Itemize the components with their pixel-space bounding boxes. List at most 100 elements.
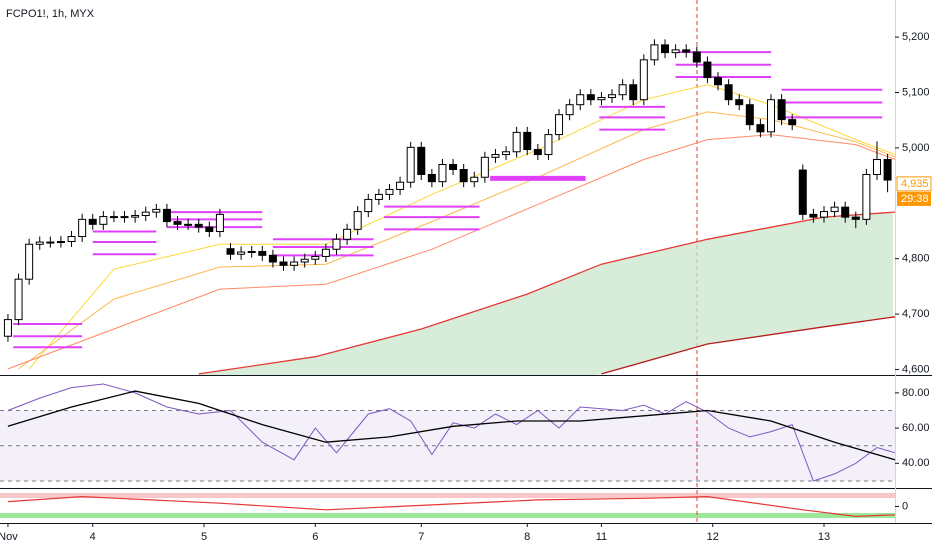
candle-body — [226, 248, 235, 255]
candle-body — [25, 243, 34, 280]
osc-tick-label: 0 — [902, 500, 908, 512]
candle-body — [671, 49, 680, 54]
candle-body — [523, 131, 532, 151]
candle-body — [459, 168, 468, 183]
candle-body — [321, 248, 330, 257]
candle-body — [268, 254, 277, 263]
candle-body — [767, 99, 776, 133]
rsi-line — [7, 383, 896, 482]
candle-body — [78, 218, 87, 238]
y-tick-label: 5,200 — [902, 31, 930, 43]
candle-body — [788, 119, 797, 126]
candle-body — [819, 211, 828, 218]
candle-body — [576, 94, 585, 106]
candle-body — [120, 216, 129, 219]
x-tick-label: 13 — [818, 531, 830, 543]
candle-body — [798, 169, 807, 215]
moving-average — [198, 211, 896, 375]
candle-body — [99, 216, 108, 225]
candle-body — [851, 216, 860, 220]
candle-body — [406, 146, 415, 183]
osc-band-lower — [0, 513, 895, 518]
chart-title: FCPO1!, 1h, MYX — [6, 8, 95, 20]
candle-body — [88, 218, 97, 225]
candle-body — [830, 206, 839, 213]
candle-body — [724, 84, 733, 101]
candle-body — [67, 236, 76, 243]
candle-body — [777, 99, 786, 121]
candle-body — [46, 241, 55, 244]
moving-average — [7, 134, 896, 370]
osc-band-upper — [0, 493, 895, 498]
candle-body — [586, 94, 595, 101]
candle-body — [608, 94, 617, 98]
candle-body — [247, 250, 256, 253]
candle-body — [237, 251, 246, 255]
candle-body — [332, 238, 341, 250]
rsi-tick-label: 60.00 — [902, 422, 930, 434]
candle-body — [872, 159, 881, 175]
x-tick-label: 4 — [90, 531, 96, 543]
x-tick-label: Nov — [0, 531, 18, 543]
candle-body — [396, 181, 405, 190]
candle-body — [555, 114, 564, 136]
candle-body — [618, 84, 627, 96]
candle-body — [311, 255, 320, 260]
candle-body — [883, 159, 892, 181]
candle-body — [862, 173, 871, 220]
candle-body — [364, 198, 373, 213]
candle-body — [661, 44, 670, 54]
candle-body — [735, 99, 744, 106]
candle-body — [491, 154, 500, 158]
rsi-tick-label: 80.00 — [902, 387, 930, 399]
candle-body — [173, 221, 182, 225]
plot-area: 4,600 4,700 4,800 5,000 5,100 5,200 Nov 4 5 6 7 8 11… — [0, 31, 932, 543]
candle-body — [343, 228, 352, 240]
candle-body — [131, 214, 140, 218]
y-tick-label: 4,600 — [902, 363, 930, 375]
candle-body — [14, 278, 23, 321]
candle-body — [544, 134, 553, 156]
x-tick-label: 8 — [524, 531, 530, 543]
candle-body — [162, 208, 171, 223]
last-price-box — [896, 176, 932, 192]
candle-body — [650, 44, 659, 61]
osc-line — [7, 495, 896, 518]
candle-body — [682, 49, 691, 53]
candle-body — [565, 104, 574, 116]
y-tick-label: 4,800 — [902, 253, 930, 265]
moving-average — [601, 316, 896, 375]
x-tick-label: 12 — [707, 531, 719, 543]
candle-body — [215, 213, 224, 233]
rsi-line — [7, 390, 896, 461]
candle-body — [374, 193, 383, 200]
candle-body — [353, 211, 362, 230]
candle-body — [258, 250, 267, 256]
candle-body — [449, 164, 458, 170]
candle-body — [35, 241, 44, 245]
candle-body — [502, 151, 511, 156]
candle-body — [184, 223, 193, 226]
candle-body — [300, 258, 309, 263]
candle-body — [756, 124, 765, 133]
candle-body — [809, 213, 818, 218]
candle-body — [141, 211, 150, 216]
candle-body — [841, 206, 850, 218]
candle-body — [3, 319, 12, 337]
candle-body — [714, 77, 723, 86]
countdown-label: 29:38 — [901, 193, 929, 205]
candle-body — [152, 208, 161, 213]
candle-body — [533, 149, 542, 156]
x-tick-label: 7 — [418, 531, 424, 543]
candle-body — [629, 84, 638, 101]
candle-body — [597, 96, 606, 101]
candle-body — [512, 131, 521, 153]
candle-body — [745, 104, 754, 126]
candle-body — [692, 51, 701, 63]
candle-body — [417, 146, 426, 175]
y-tick-label: 4,700 — [902, 308, 930, 320]
candle-body — [427, 173, 436, 183]
candle-body — [438, 164, 447, 183]
candle-body — [56, 241, 65, 244]
